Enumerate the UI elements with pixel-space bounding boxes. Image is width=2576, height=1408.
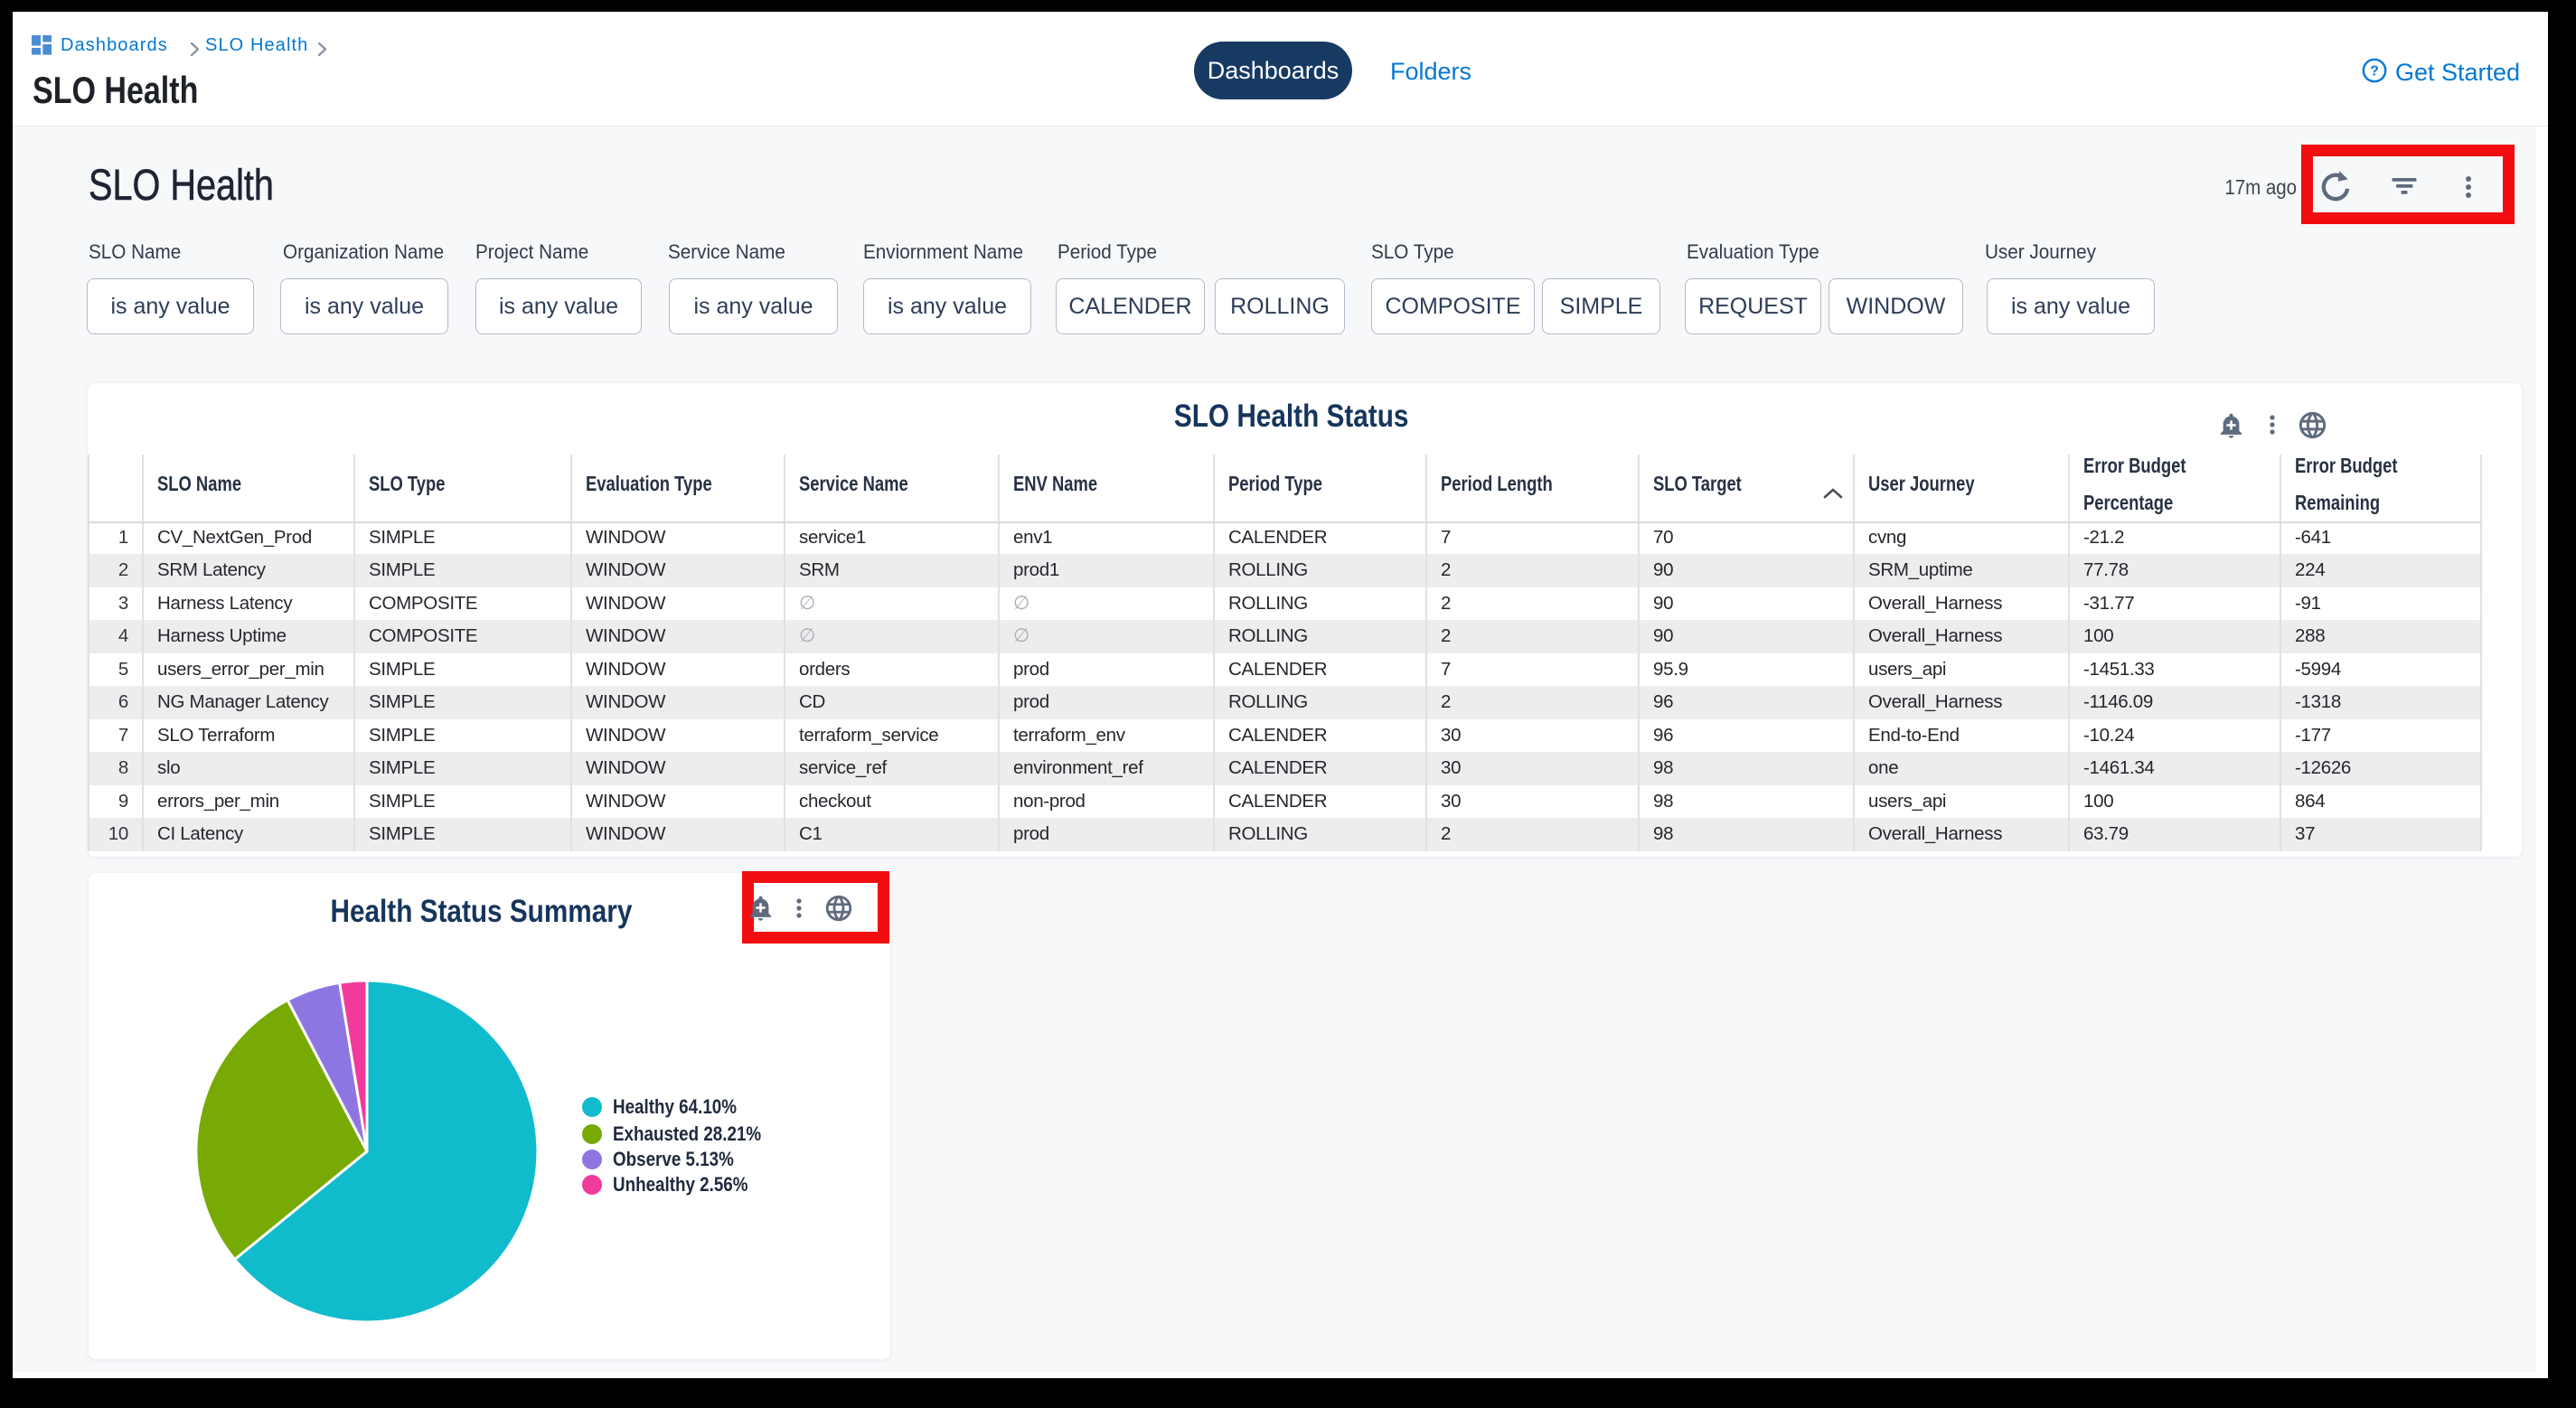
svg-text:?: ?: [2370, 64, 2379, 80]
